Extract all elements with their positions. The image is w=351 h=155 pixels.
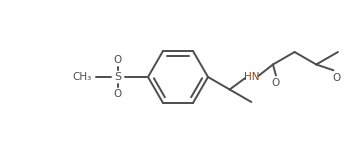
Text: S: S: [114, 72, 121, 82]
Text: O: O: [114, 89, 122, 99]
Text: HN: HN: [244, 72, 259, 82]
Text: O: O: [272, 78, 280, 88]
Text: CH₃: CH₃: [73, 72, 92, 82]
Text: O: O: [114, 55, 122, 65]
Text: O: O: [332, 73, 340, 83]
